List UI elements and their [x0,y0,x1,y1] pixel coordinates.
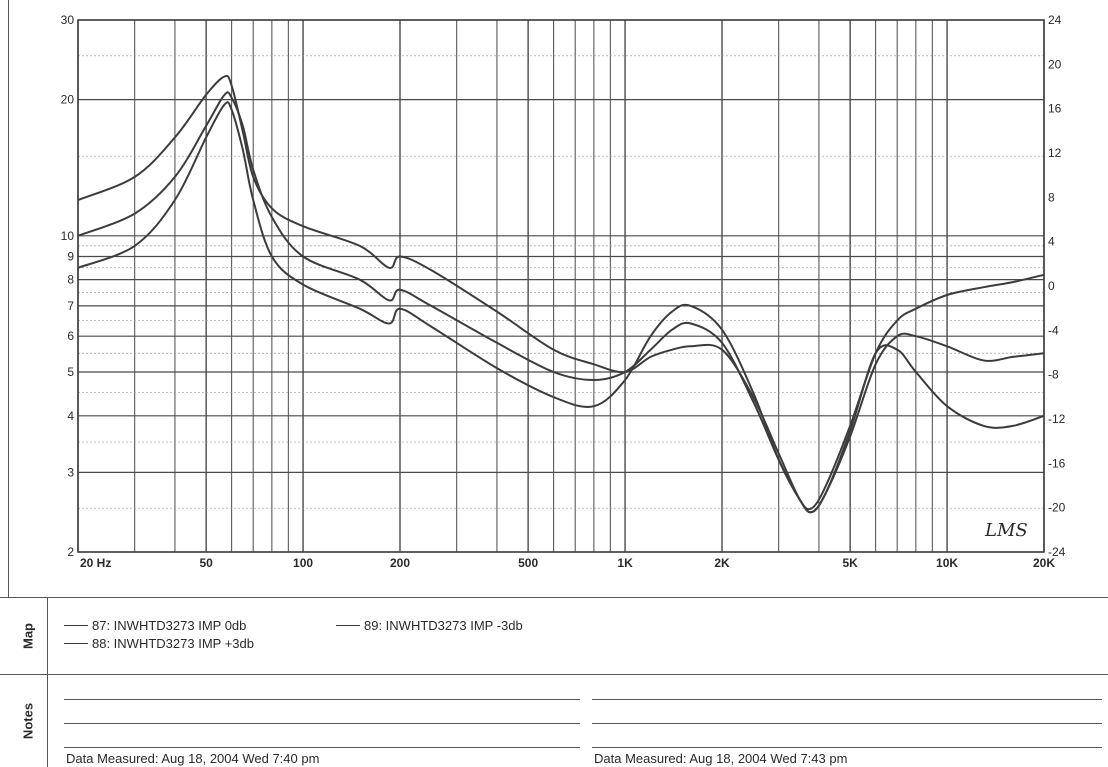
chart-grid [77,19,1045,553]
x-tick-label: 1K [617,556,633,570]
notes-tab-label: Notes [20,702,35,740]
y-left-tick-label: 2 [67,545,74,559]
x-tick-label: 5K [842,556,858,570]
y-right-tick-label: -16 [1048,456,1066,470]
y-right-tick-label: -24 [1048,545,1066,559]
y-right-tick-label: 20 [1048,57,1062,71]
x-tick-label: 200 [390,556,410,570]
legend-item-88: 88: INWHTD3273 IMP +3db [64,636,254,651]
y-right-tick-label: 8 [1048,190,1055,204]
series-line-2 [77,101,1045,514]
plot-frame [77,19,1045,553]
left-frame-rule [8,0,9,597]
y-left-tick-label: 9 [67,250,74,264]
notes-tab: Notes [8,675,48,767]
legend-item-87: 87: INWHTD3273 IMP 0db [64,618,246,633]
note-line [592,723,1102,724]
y-right-tick-label: -4 [1048,323,1059,337]
y-left-tick-label: 7 [67,299,74,313]
chart-series [77,74,1045,514]
y-left-tick-label: 30 [61,13,75,27]
legend-swatch [64,625,88,626]
x-tick-label: 500 [518,556,538,570]
y-left-tick-label: 5 [67,365,74,379]
series-line-1 [77,74,1045,511]
legend-label: 89: INWHTD3273 IMP -3db [364,618,523,633]
y-right-tick-label: 4 [1048,235,1055,249]
y-right-tick-label: 0 [1048,279,1055,293]
y-right-tick-label: -12 [1048,412,1066,426]
y-left-tick-label: 20 [61,93,75,107]
y-left-tick-label: 3 [67,465,74,479]
impedance-chart: 20 Hz 50 100 200 500 1K 2K 5K 10K 20K302010987654… [61,13,1066,570]
y-left-tick-label: 4 [67,409,74,423]
legend-label: 87: INWHTD3273 IMP 0db [92,618,247,633]
y-left-tick-label: 6 [67,329,74,343]
legend-label: 88: INWHTD3273 IMP +3db [92,636,254,651]
x-tick-label: 50 [199,556,213,570]
x-tick-label: 100 [293,556,313,570]
y-right-tick-label: 12 [1048,146,1062,160]
x-tick-label: 20K [1033,556,1055,570]
note-line [592,747,1102,748]
y-left-tick-label: 8 [67,273,74,287]
x-tick-label: 20 Hz [80,556,111,570]
left-measured-date: Data Measured: Aug 18, 2004 Wed 7:40 pm [66,751,320,766]
y-right-tick-label: -8 [1048,368,1059,382]
map-panel: Map 87: INWHTD3273 IMP 0db 88: INWHTD327… [0,597,1108,674]
legend-swatch [336,625,360,626]
y-right-tick-label: 24 [1048,13,1062,27]
map-tab-label: Map [20,623,35,649]
chart-labels: 20 Hz 50 100 200 500 1K 2K 5K 10K 20K302010987654… [61,13,1066,570]
note-line [592,699,1102,700]
series-line-0 [77,91,1045,514]
note-line [64,723,580,724]
note-line [64,699,580,700]
right-measured-date: Data Measured: Aug 18, 2004 Wed 7:43 pm [594,751,848,766]
y-right-tick-label: -20 [1048,501,1066,515]
notes-panel: Notes Data Measured: Aug 18, 2004 Wed 7:… [0,674,1108,767]
legend-item-89: 89: INWHTD3273 IMP -3db [336,618,523,633]
legend-swatch [64,643,88,644]
map-tab: Map [8,598,48,674]
x-tick-label: 2K [714,556,730,570]
note-line [64,747,580,748]
y-right-tick-label: 16 [1048,102,1062,116]
y-left-tick-label: 10 [61,229,75,243]
x-tick-label: 10K [936,556,958,570]
chart-watermark: LMS [984,520,1028,541]
